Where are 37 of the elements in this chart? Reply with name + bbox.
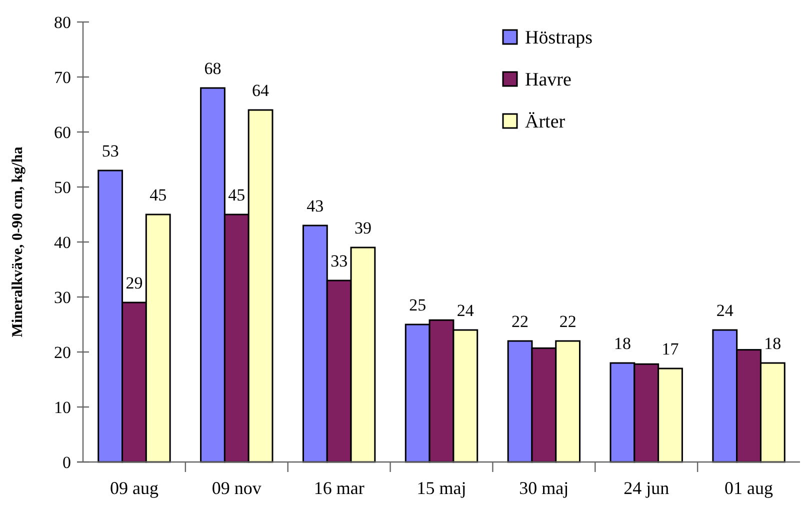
x-tick-label: 09 aug (110, 478, 158, 498)
data-label: 45 (150, 186, 167, 204)
data-label: 24 (716, 301, 734, 320)
x-tick-label: 16 mar (314, 478, 364, 498)
y-tick-label: 60 (54, 122, 71, 142)
data-label: 68 (204, 59, 222, 78)
data-label: 29 (126, 274, 143, 292)
y-axis-title: Mineralkväve, 0-90 cm, kg/ha (10, 146, 26, 338)
data-label: 22 (559, 312, 576, 331)
x-tick-label: 24 jun (624, 478, 670, 498)
data-label: 53 (102, 142, 119, 160)
y-tick-label: 10 (54, 398, 71, 417)
x-tick-label: 15 maj (416, 478, 466, 498)
data-label: 18 (614, 334, 631, 353)
data-label: 22 (512, 312, 529, 331)
y-tick-label: 20 (54, 342, 71, 362)
data-label: 18 (764, 334, 782, 353)
data-label: 25 (409, 296, 426, 314)
y-tick-label: 80 (54, 12, 71, 32)
data-label: 24 (456, 301, 474, 320)
legend-label: Havre (525, 70, 572, 91)
x-tick-label: 01 aug (724, 478, 774, 498)
legend-label: Höstraps (525, 28, 593, 49)
data-label: 39 (354, 218, 372, 238)
y-tick-label: 50 (54, 178, 71, 197)
y-tick-label: 0 (62, 452, 71, 472)
legend-label: Ärter (525, 112, 566, 133)
x-tick-label: 09 nov (212, 478, 262, 498)
data-label: 17 (662, 340, 680, 358)
y-tick-label: 30 (54, 288, 71, 307)
y-tick-label: 40 (54, 232, 71, 252)
data-label: 43 (306, 196, 324, 216)
data-label: 33 (330, 252, 348, 270)
x-tick-label: 30 maj (519, 478, 569, 498)
data-label: 64 (252, 81, 270, 100)
data-label: 45 (228, 186, 246, 204)
y-tick-label: 70 (54, 68, 71, 87)
